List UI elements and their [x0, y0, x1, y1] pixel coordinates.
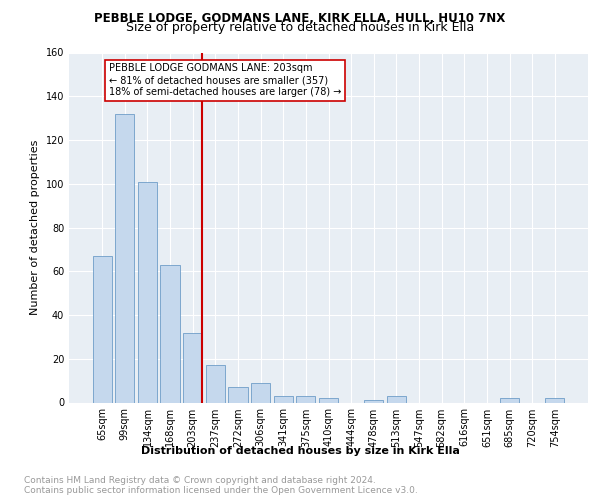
Bar: [138, 182, 157, 402]
Bar: [296, 396, 316, 402]
Text: Distribution of detached houses by size in Kirk Ella: Distribution of detached houses by size …: [140, 446, 460, 456]
Text: PEBBLE LODGE, GODMANS LANE, KIRK ELLA, HULL, HU10 7NX: PEBBLE LODGE, GODMANS LANE, KIRK ELLA, H…: [94, 12, 506, 24]
Bar: [92, 256, 112, 402]
Bar: [364, 400, 383, 402]
Bar: [206, 366, 225, 403]
Bar: [229, 387, 248, 402]
Text: Contains public sector information licensed under the Open Government Licence v3: Contains public sector information licen…: [24, 486, 418, 495]
Bar: [183, 332, 202, 402]
Bar: [319, 398, 338, 402]
Bar: [160, 264, 180, 402]
Text: Contains HM Land Registry data © Crown copyright and database right 2024.: Contains HM Land Registry data © Crown c…: [24, 476, 376, 485]
Bar: [115, 114, 134, 403]
Text: Size of property relative to detached houses in Kirk Ella: Size of property relative to detached ho…: [126, 22, 474, 35]
Bar: [387, 396, 406, 402]
Bar: [274, 396, 293, 402]
Bar: [500, 398, 519, 402]
Bar: [545, 398, 565, 402]
Bar: [251, 383, 270, 402]
Y-axis label: Number of detached properties: Number of detached properties: [30, 140, 40, 315]
Text: PEBBLE LODGE GODMANS LANE: 203sqm
← 81% of detached houses are smaller (357)
18%: PEBBLE LODGE GODMANS LANE: 203sqm ← 81% …: [109, 64, 341, 96]
